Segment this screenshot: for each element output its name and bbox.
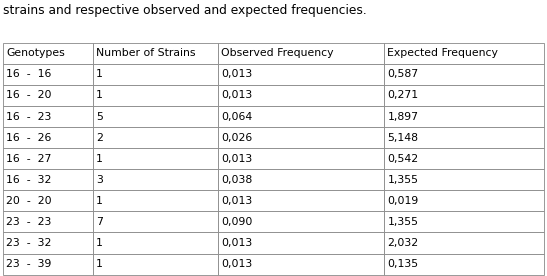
Bar <box>93 106 218 127</box>
Text: 1: 1 <box>96 91 103 100</box>
Bar <box>93 190 218 211</box>
Text: 0,587: 0,587 <box>387 69 418 79</box>
Bar <box>218 254 384 275</box>
Text: 0,013: 0,013 <box>222 196 253 206</box>
Text: 2: 2 <box>96 133 103 143</box>
Text: 16  -  27: 16 - 27 <box>6 154 51 164</box>
Bar <box>384 148 544 169</box>
Bar <box>384 254 544 275</box>
Bar <box>384 85 544 106</box>
Bar <box>384 64 544 85</box>
Bar <box>218 127 384 148</box>
Bar <box>3 232 93 254</box>
Bar <box>218 148 384 169</box>
Text: 5,148: 5,148 <box>387 133 418 143</box>
Text: 0,013: 0,013 <box>222 69 253 79</box>
Bar <box>218 232 384 254</box>
Text: 1: 1 <box>96 196 103 206</box>
Bar <box>218 85 384 106</box>
Bar <box>218 190 384 211</box>
Text: 23  -  32: 23 - 32 <box>6 238 51 248</box>
Bar <box>218 169 384 190</box>
Bar <box>384 127 544 148</box>
Text: 1,355: 1,355 <box>387 175 418 185</box>
Bar <box>3 254 93 275</box>
Bar <box>93 64 218 85</box>
Text: 0,019: 0,019 <box>387 196 418 206</box>
Text: 1,355: 1,355 <box>387 217 418 227</box>
Text: 2,032: 2,032 <box>387 238 418 248</box>
Bar <box>218 64 384 85</box>
Bar <box>3 211 93 232</box>
Bar <box>384 232 544 254</box>
Bar <box>218 106 384 127</box>
Bar <box>93 169 218 190</box>
Bar <box>384 106 544 127</box>
Text: 16  -  32: 16 - 32 <box>6 175 51 185</box>
Text: 1: 1 <box>96 238 103 248</box>
Text: Genotypes: Genotypes <box>6 48 65 58</box>
Text: 0,013: 0,013 <box>222 259 253 269</box>
Text: 0,038: 0,038 <box>222 175 253 185</box>
Bar <box>3 127 93 148</box>
Bar <box>3 64 93 85</box>
Text: 0,026: 0,026 <box>222 133 253 143</box>
Text: 1: 1 <box>96 154 103 164</box>
Text: 1,897: 1,897 <box>387 112 418 121</box>
Text: 7: 7 <box>96 217 103 227</box>
Text: 5: 5 <box>96 112 103 121</box>
Text: 0,271: 0,271 <box>387 91 418 100</box>
Bar <box>93 254 218 275</box>
Text: 0,013: 0,013 <box>222 238 253 248</box>
Bar <box>3 148 93 169</box>
Bar <box>3 106 93 127</box>
Bar <box>384 190 544 211</box>
Text: 1: 1 <box>96 259 103 269</box>
Bar <box>3 169 93 190</box>
Bar <box>218 43 384 64</box>
Bar <box>384 169 544 190</box>
Text: 3: 3 <box>96 175 103 185</box>
Bar <box>93 232 218 254</box>
Text: 23  -  39: 23 - 39 <box>6 259 51 269</box>
Text: 16  -  20: 16 - 20 <box>6 91 51 100</box>
Bar <box>93 148 218 169</box>
Text: 16  -  23: 16 - 23 <box>6 112 51 121</box>
Bar <box>3 190 93 211</box>
Bar <box>3 85 93 106</box>
Bar <box>384 211 544 232</box>
Text: 0,013: 0,013 <box>222 91 253 100</box>
Text: 0,542: 0,542 <box>387 154 418 164</box>
Text: strains and respective observed and expected frequencies.: strains and respective observed and expe… <box>3 4 366 17</box>
Bar <box>93 85 218 106</box>
Bar <box>218 211 384 232</box>
Text: 1: 1 <box>96 69 103 79</box>
Bar <box>93 127 218 148</box>
Bar <box>384 43 544 64</box>
Text: 20  -  20: 20 - 20 <box>6 196 51 206</box>
Text: Expected Frequency: Expected Frequency <box>387 48 498 58</box>
Text: 0,013: 0,013 <box>222 154 253 164</box>
Text: 0,064: 0,064 <box>222 112 253 121</box>
Text: 0,135: 0,135 <box>387 259 418 269</box>
Text: 16  -  26: 16 - 26 <box>6 133 51 143</box>
Text: 16  -  16: 16 - 16 <box>6 69 51 79</box>
Bar <box>93 43 218 64</box>
Bar <box>3 43 93 64</box>
Text: 0,090: 0,090 <box>222 217 253 227</box>
Text: Observed Frequency: Observed Frequency <box>222 48 334 58</box>
Text: 23  -  23: 23 - 23 <box>6 217 51 227</box>
Text: Number of Strains: Number of Strains <box>96 48 196 58</box>
Bar <box>93 211 218 232</box>
